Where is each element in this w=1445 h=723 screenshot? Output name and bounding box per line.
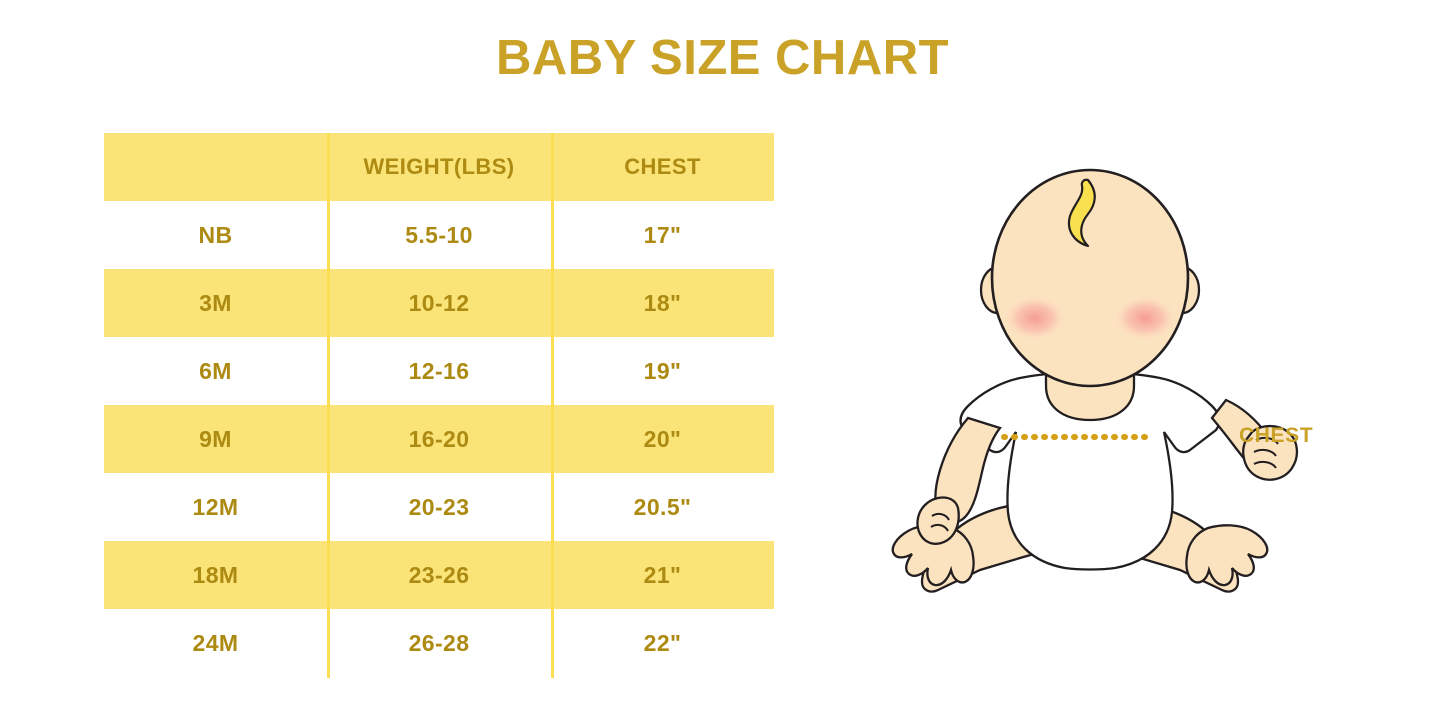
cell-size: 18M (192, 561, 239, 588)
cell-size: 3M (199, 289, 232, 316)
table-row: 3M 10-12 18" (104, 269, 774, 337)
cell-size: 9M (199, 425, 232, 452)
cell-chest: 20" (643, 425, 682, 452)
blush-cheek-left (1003, 295, 1067, 341)
blush-cheek-right (1113, 295, 1177, 341)
cell-chest: 19" (643, 357, 682, 384)
column-header-size (104, 133, 327, 201)
column-divider-line (551, 133, 554, 678)
size-chart-table: WEIGHT(LBS) CHEST NB 5.5-10 17" 3M 10-12… (104, 133, 774, 677)
table-row: 24M 26-28 22" (104, 609, 774, 677)
table-row: 6M 12-16 19" (104, 337, 774, 405)
cell-weight: 5.5-10 (405, 221, 473, 248)
cell-size: NB (198, 221, 233, 248)
table-body: NB 5.5-10 17" 3M 10-12 18" 6M 12-16 19" … (104, 201, 774, 677)
table-row: 12M 20-23 20.5" (104, 473, 774, 541)
cell-chest: 21" (643, 561, 682, 588)
chest-measure-label: CHEST (1239, 424, 1314, 447)
cell-weight: 10-12 (408, 289, 470, 316)
column-divider-line (327, 133, 330, 678)
page-title: BABY SIZE CHART (495, 31, 950, 85)
hair-curl-icon (1067, 178, 1096, 248)
table-header: WEIGHT(LBS) CHEST (104, 133, 774, 201)
table-row: 18M 23-26 21" (104, 541, 774, 609)
column-header-weight: WEIGHT(LBS) (363, 154, 515, 179)
table-header-row: WEIGHT(LBS) CHEST (104, 133, 774, 201)
cell-weight: 20-23 (408, 493, 470, 520)
cell-weight: 16-20 (408, 425, 470, 452)
table-row: 9M 16-20 20" (104, 405, 774, 473)
cell-chest: 18" (643, 289, 682, 316)
table-row: NB 5.5-10 17" (104, 201, 774, 269)
baby-arms (916, 398, 1299, 545)
cell-size: 12M (192, 493, 239, 520)
cell-size: 6M (199, 357, 232, 384)
cell-chest: 20.5" (633, 493, 692, 520)
cell-weight: 26-28 (408, 629, 470, 656)
cell-chest: 17" (643, 221, 682, 248)
baby-head (979, 168, 1201, 388)
cell-chest: 22" (643, 629, 682, 656)
baby-onesie (959, 370, 1221, 571)
cell-weight: 12-16 (408, 357, 470, 384)
cell-size: 24M (192, 629, 239, 656)
cell-weight: 23-26 (408, 561, 470, 588)
baby-illustration (891, 168, 1299, 593)
column-header-chest: CHEST (624, 154, 701, 179)
